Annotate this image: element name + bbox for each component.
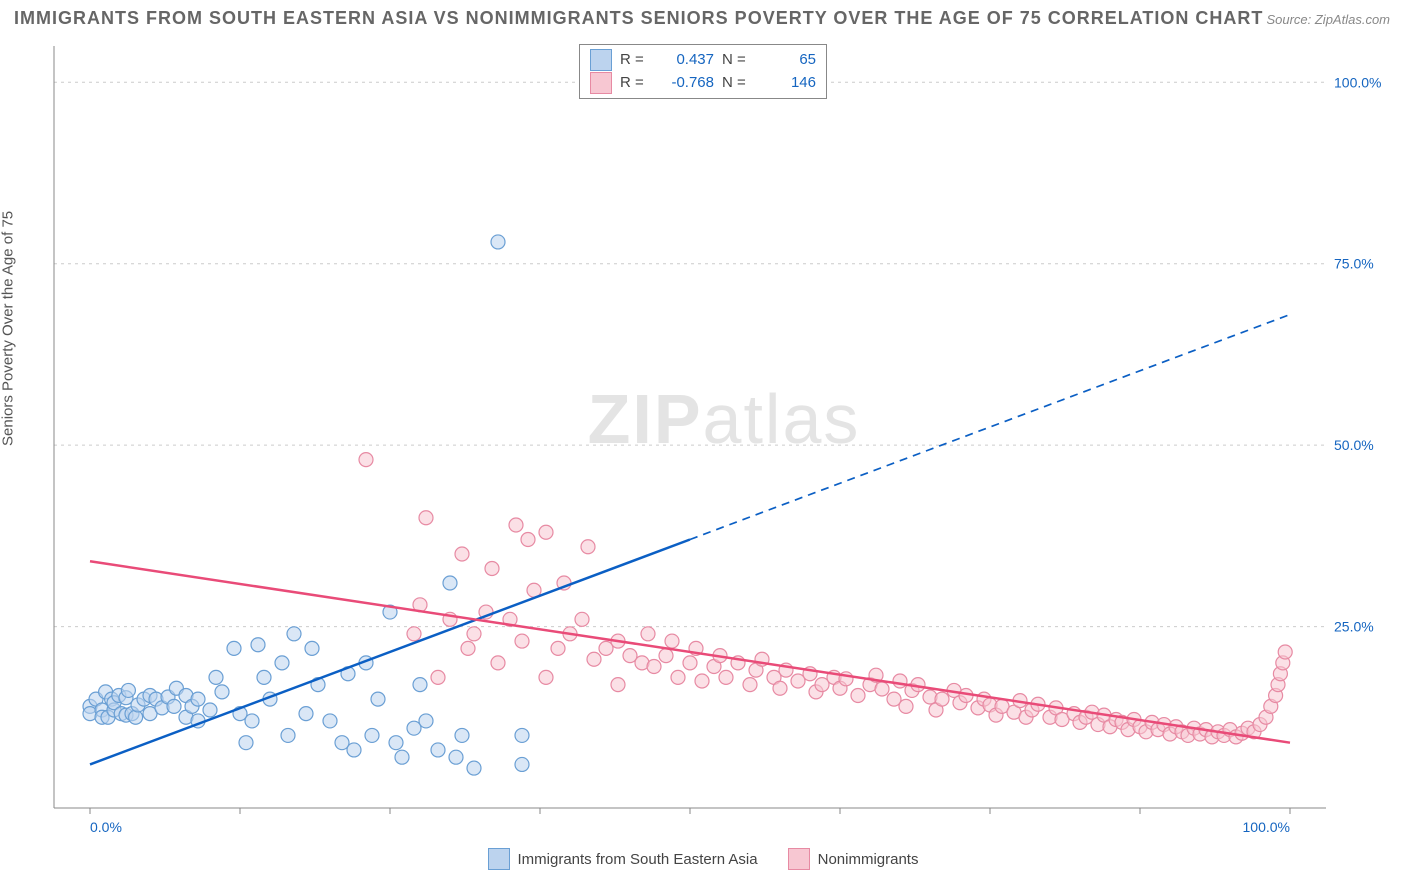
swatch-nonimmigrants: [788, 848, 810, 870]
svg-text:100.0%: 100.0%: [1334, 74, 1381, 90]
r-value-immigrants: 0.437: [656, 49, 714, 72]
series-legend: Immigrants from South Eastern Asia Nonim…: [0, 848, 1406, 870]
svg-text:ZIPatlas: ZIPatlas: [588, 380, 861, 458]
stats-legend: R = 0.437 N = 65 R = -0.768 N = 146: [579, 44, 827, 99]
chart-title: IMMIGRANTS FROM SOUTH EASTERN ASIA VS NO…: [14, 8, 1263, 29]
legend-item-immigrants: Immigrants from South Eastern Asia: [488, 848, 758, 870]
n-value-nonimmigrants: 146: [758, 72, 816, 95]
legend-label-immigrants: Immigrants from South Eastern Asia: [518, 851, 758, 868]
legend-label-nonimmigrants: Nonimmigrants: [818, 851, 919, 868]
r-label: R =: [620, 72, 648, 95]
stats-row-nonimmigrants: R = -0.768 N = 146: [590, 72, 816, 95]
r-value-nonimmigrants: -0.768: [656, 72, 714, 95]
swatch-immigrants: [590, 49, 612, 71]
n-value-immigrants: 65: [758, 49, 816, 72]
y-axis-label: Seniors Poverty Over the Age of 75: [0, 211, 17, 446]
legend-item-nonimmigrants: Nonimmigrants: [788, 848, 919, 870]
n-label: N =: [722, 72, 750, 95]
svg-text:50.0%: 50.0%: [1334, 437, 1374, 453]
svg-text:75.0%: 75.0%: [1334, 256, 1374, 272]
stats-row-immigrants: R = 0.437 N = 65: [590, 49, 816, 72]
svg-text:100.0%: 100.0%: [1243, 819, 1290, 835]
scatter-chart: ZIPatlas 0.0% 100.0% 25.0% 50.0% 75.0% 100.0%: [52, 44, 1396, 842]
swatch-nonimmigrants: [590, 72, 612, 94]
n-label: N =: [722, 49, 750, 72]
chart-area: ZIPatlas 0.0% 100.0% 25.0% 50.0% 75.0% 100.0%: [52, 44, 1396, 842]
svg-text:25.0%: 25.0%: [1334, 619, 1374, 635]
svg-text:0.0%: 0.0%: [90, 819, 122, 835]
source-attribution: Source: ZipAtlas.com: [1266, 12, 1390, 27]
r-label: R =: [620, 49, 648, 72]
swatch-immigrants: [488, 848, 510, 870]
